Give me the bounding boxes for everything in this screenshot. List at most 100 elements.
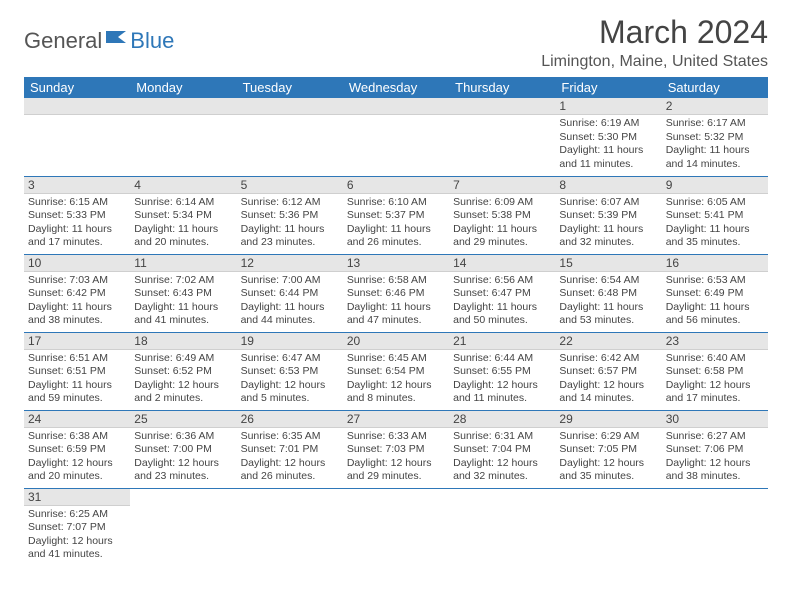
calendar-row: 24Sunrise: 6:38 AMSunset: 6:59 PMDayligh… (24, 410, 768, 488)
day-number: 9 (662, 177, 768, 194)
day-details: Sunrise: 6:12 AMSunset: 5:36 PMDaylight:… (237, 194, 343, 254)
day-number: 7 (449, 177, 555, 194)
calendar-cell: 10Sunrise: 7:03 AMSunset: 6:42 PMDayligh… (24, 254, 130, 332)
calendar-cell: 29Sunrise: 6:29 AMSunset: 7:05 PMDayligh… (555, 410, 661, 488)
day-details: Sunrise: 6:27 AMSunset: 7:06 PMDaylight:… (662, 428, 768, 488)
calendar-cell: 3Sunrise: 6:15 AMSunset: 5:33 PMDaylight… (24, 176, 130, 254)
calendar-cell: 9Sunrise: 6:05 AMSunset: 5:41 PMDaylight… (662, 176, 768, 254)
calendar-cell: 8Sunrise: 6:07 AMSunset: 5:39 PMDaylight… (555, 176, 661, 254)
day-number: 24 (24, 411, 130, 428)
day-number: 1 (555, 98, 661, 115)
calendar-cell: 14Sunrise: 6:56 AMSunset: 6:47 PMDayligh… (449, 254, 555, 332)
day-details: Sunrise: 6:07 AMSunset: 5:39 PMDaylight:… (555, 194, 661, 254)
day-number: 5 (237, 177, 343, 194)
day-number: 6 (343, 177, 449, 194)
day-details: Sunrise: 6:54 AMSunset: 6:48 PMDaylight:… (555, 272, 661, 332)
day-details: Sunrise: 6:56 AMSunset: 6:47 PMDaylight:… (449, 272, 555, 332)
day-number: 16 (662, 255, 768, 272)
calendar-cell: 25Sunrise: 6:36 AMSunset: 7:00 PMDayligh… (130, 410, 236, 488)
calendar-cell: 22Sunrise: 6:42 AMSunset: 6:57 PMDayligh… (555, 332, 661, 410)
day-details: Sunrise: 6:31 AMSunset: 7:04 PMDaylight:… (449, 428, 555, 488)
day-details: Sunrise: 6:05 AMSunset: 5:41 PMDaylight:… (662, 194, 768, 254)
weekday-header: Friday (555, 77, 661, 98)
calendar-cell: 1Sunrise: 6:19 AMSunset: 5:30 PMDaylight… (555, 98, 661, 176)
day-details: Sunrise: 6:42 AMSunset: 6:57 PMDaylight:… (555, 350, 661, 410)
day-details: Sunrise: 7:02 AMSunset: 6:43 PMDaylight:… (130, 272, 236, 332)
day-number: 11 (130, 255, 236, 272)
calendar-cell (662, 488, 768, 566)
day-details: Sunrise: 6:10 AMSunset: 5:37 PMDaylight:… (343, 194, 449, 254)
calendar-cell: 2Sunrise: 6:17 AMSunset: 5:32 PMDaylight… (662, 98, 768, 176)
day-details: Sunrise: 6:35 AMSunset: 7:01 PMDaylight:… (237, 428, 343, 488)
calendar-cell (24, 98, 130, 176)
calendar-cell: 6Sunrise: 6:10 AMSunset: 5:37 PMDaylight… (343, 176, 449, 254)
day-number: 27 (343, 411, 449, 428)
calendar-table: Sunday Monday Tuesday Wednesday Thursday… (24, 77, 768, 566)
calendar-cell (343, 98, 449, 176)
title-block: March 2024 Limington, Maine, United Stat… (541, 14, 768, 71)
day-number: 21 (449, 333, 555, 350)
day-number: 28 (449, 411, 555, 428)
day-number: 29 (555, 411, 661, 428)
day-details: Sunrise: 6:40 AMSunset: 6:58 PMDaylight:… (662, 350, 768, 410)
day-number: 10 (24, 255, 130, 272)
day-number: 25 (130, 411, 236, 428)
calendar-cell: 4Sunrise: 6:14 AMSunset: 5:34 PMDaylight… (130, 176, 236, 254)
day-number: 19 (237, 333, 343, 350)
logo-text-blue: Blue (130, 28, 174, 54)
calendar-cell: 31Sunrise: 6:25 AMSunset: 7:07 PMDayligh… (24, 488, 130, 566)
page-title: March 2024 (541, 14, 768, 51)
calendar-cell (343, 488, 449, 566)
day-details: Sunrise: 6:14 AMSunset: 5:34 PMDaylight:… (130, 194, 236, 254)
calendar-cell: 5Sunrise: 6:12 AMSunset: 5:36 PMDaylight… (237, 176, 343, 254)
day-number: 31 (24, 489, 130, 506)
day-details: Sunrise: 6:49 AMSunset: 6:52 PMDaylight:… (130, 350, 236, 410)
calendar-row: 31Sunrise: 6:25 AMSunset: 7:07 PMDayligh… (24, 488, 768, 566)
calendar-cell: 28Sunrise: 6:31 AMSunset: 7:04 PMDayligh… (449, 410, 555, 488)
calendar-row: 17Sunrise: 6:51 AMSunset: 6:51 PMDayligh… (24, 332, 768, 410)
day-number: 22 (555, 333, 661, 350)
calendar-cell: 30Sunrise: 6:27 AMSunset: 7:06 PMDayligh… (662, 410, 768, 488)
calendar-cell (555, 488, 661, 566)
calendar-cell: 15Sunrise: 6:54 AMSunset: 6:48 PMDayligh… (555, 254, 661, 332)
calendar-cell: 11Sunrise: 7:02 AMSunset: 6:43 PMDayligh… (130, 254, 236, 332)
day-details: Sunrise: 6:25 AMSunset: 7:07 PMDaylight:… (24, 506, 130, 566)
header: General Blue March 2024 Limington, Maine… (24, 14, 768, 71)
flag-icon (106, 29, 128, 50)
day-details: Sunrise: 6:19 AMSunset: 5:30 PMDaylight:… (555, 115, 661, 175)
calendar-cell (449, 488, 555, 566)
day-number: 2 (662, 98, 768, 115)
day-details: Sunrise: 6:33 AMSunset: 7:03 PMDaylight:… (343, 428, 449, 488)
calendar-cell: 16Sunrise: 6:53 AMSunset: 6:49 PMDayligh… (662, 254, 768, 332)
calendar-cell: 24Sunrise: 6:38 AMSunset: 6:59 PMDayligh… (24, 410, 130, 488)
calendar-cell: 18Sunrise: 6:49 AMSunset: 6:52 PMDayligh… (130, 332, 236, 410)
day-number: 8 (555, 177, 661, 194)
day-details: Sunrise: 6:17 AMSunset: 5:32 PMDaylight:… (662, 115, 768, 175)
day-number: 13 (343, 255, 449, 272)
day-number: 20 (343, 333, 449, 350)
calendar-cell (130, 98, 236, 176)
calendar-row: 3Sunrise: 6:15 AMSunset: 5:33 PMDaylight… (24, 176, 768, 254)
day-details: Sunrise: 7:03 AMSunset: 6:42 PMDaylight:… (24, 272, 130, 332)
calendar-cell: 12Sunrise: 7:00 AMSunset: 6:44 PMDayligh… (237, 254, 343, 332)
weekday-header: Sunday (24, 77, 130, 98)
calendar-cell: 20Sunrise: 6:45 AMSunset: 6:54 PMDayligh… (343, 332, 449, 410)
day-number: 14 (449, 255, 555, 272)
day-details: Sunrise: 6:29 AMSunset: 7:05 PMDaylight:… (555, 428, 661, 488)
calendar-cell: 17Sunrise: 6:51 AMSunset: 6:51 PMDayligh… (24, 332, 130, 410)
calendar-cell: 19Sunrise: 6:47 AMSunset: 6:53 PMDayligh… (237, 332, 343, 410)
day-number: 17 (24, 333, 130, 350)
day-details: Sunrise: 7:00 AMSunset: 6:44 PMDaylight:… (237, 272, 343, 332)
calendar-cell: 13Sunrise: 6:58 AMSunset: 6:46 PMDayligh… (343, 254, 449, 332)
calendar-row: 10Sunrise: 7:03 AMSunset: 6:42 PMDayligh… (24, 254, 768, 332)
location-label: Limington, Maine, United States (541, 53, 768, 71)
day-number: 18 (130, 333, 236, 350)
calendar-cell: 26Sunrise: 6:35 AMSunset: 7:01 PMDayligh… (237, 410, 343, 488)
day-number: 3 (24, 177, 130, 194)
day-number: 4 (130, 177, 236, 194)
logo-text-general: General (24, 28, 102, 54)
day-details: Sunrise: 6:09 AMSunset: 5:38 PMDaylight:… (449, 194, 555, 254)
calendar-cell: 27Sunrise: 6:33 AMSunset: 7:03 PMDayligh… (343, 410, 449, 488)
day-details: Sunrise: 6:15 AMSunset: 5:33 PMDaylight:… (24, 194, 130, 254)
logo: General Blue (24, 28, 174, 54)
